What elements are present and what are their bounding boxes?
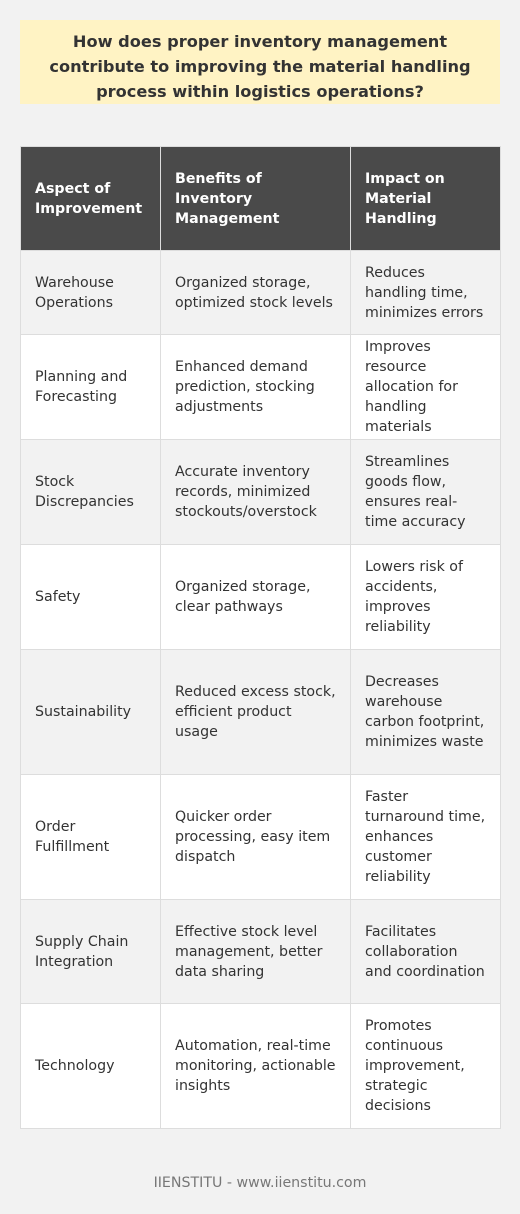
cell-benefits: Quicker order processing, easy item disp… [160, 774, 351, 900]
table-row: Order Fulfillment Quicker order processi… [20, 774, 501, 900]
cell-benefits: Effective stock level management, better… [160, 899, 351, 1004]
cell-impact: Reduces handling time, minimizes errors [350, 250, 501, 335]
table-row: Stock Discrepancies Accurate inventory r… [20, 439, 501, 545]
header-aspect: Aspect of Improvement [20, 146, 161, 251]
cell-aspect: Order Fulfillment [20, 774, 161, 900]
cell-impact: Lowers risk of accidents, improves relia… [350, 544, 501, 650]
cell-benefits: Accurate inventory records, minimized st… [160, 439, 351, 545]
table-row: Warehouse Operations Organized storage, … [20, 250, 501, 335]
table-row: Technology Automation, real-time monitor… [20, 1003, 501, 1129]
cell-aspect: Supply Chain Integration [20, 899, 161, 1004]
cell-aspect: Sustainability [20, 649, 161, 775]
cell-benefits: Reduced excess stock, efficient product … [160, 649, 351, 775]
cell-impact: Improves resource allocation for handlin… [350, 334, 501, 440]
header-impact: Impact on Material Handling [350, 146, 501, 251]
table-header-row: Aspect of Improvement Benefits of Invent… [20, 146, 501, 251]
comparison-table: Aspect of Improvement Benefits of Invent… [20, 146, 501, 1129]
cell-benefits: Enhanced demand prediction, stocking adj… [160, 334, 351, 440]
cell-impact: Faster turnaround time, enhances custome… [350, 774, 501, 900]
table-row: Supply Chain Integration Effective stock… [20, 899, 501, 1004]
cell-aspect: Technology [20, 1003, 161, 1129]
cell-impact: Facilitates collaboration and coordinati… [350, 899, 501, 1004]
cell-aspect: Planning and Forecasting [20, 334, 161, 440]
table-row: Planning and Forecasting Enhanced demand… [20, 334, 501, 440]
cell-impact: Promotes continuous improvement, strateg… [350, 1003, 501, 1129]
cell-benefits: Organized storage, clear pathways [160, 544, 351, 650]
table-row: Sustainability Reduced excess stock, eff… [20, 649, 501, 775]
cell-aspect: Warehouse Operations [20, 250, 161, 335]
table-row: Safety Organized storage, clear pathways… [20, 544, 501, 650]
header-benefits: Benefits of Inventory Management [160, 146, 351, 251]
cell-aspect: Stock Discrepancies [20, 439, 161, 545]
cell-impact: Decreases warehouse carbon footprint, mi… [350, 649, 501, 775]
cell-benefits: Automation, real-time monitoring, action… [160, 1003, 351, 1129]
cell-benefits: Organized storage, optimized stock level… [160, 250, 351, 335]
footer-credit: IIENSTITU - www.iienstitu.com [153, 1175, 367, 1191]
cell-impact: Streamlines goods flow, ensures real-tim… [350, 439, 501, 545]
cell-aspect: Safety [20, 544, 161, 650]
question-box: How does proper inventory management con… [20, 20, 500, 104]
question-text: How does proper inventory management con… [49, 31, 471, 101]
